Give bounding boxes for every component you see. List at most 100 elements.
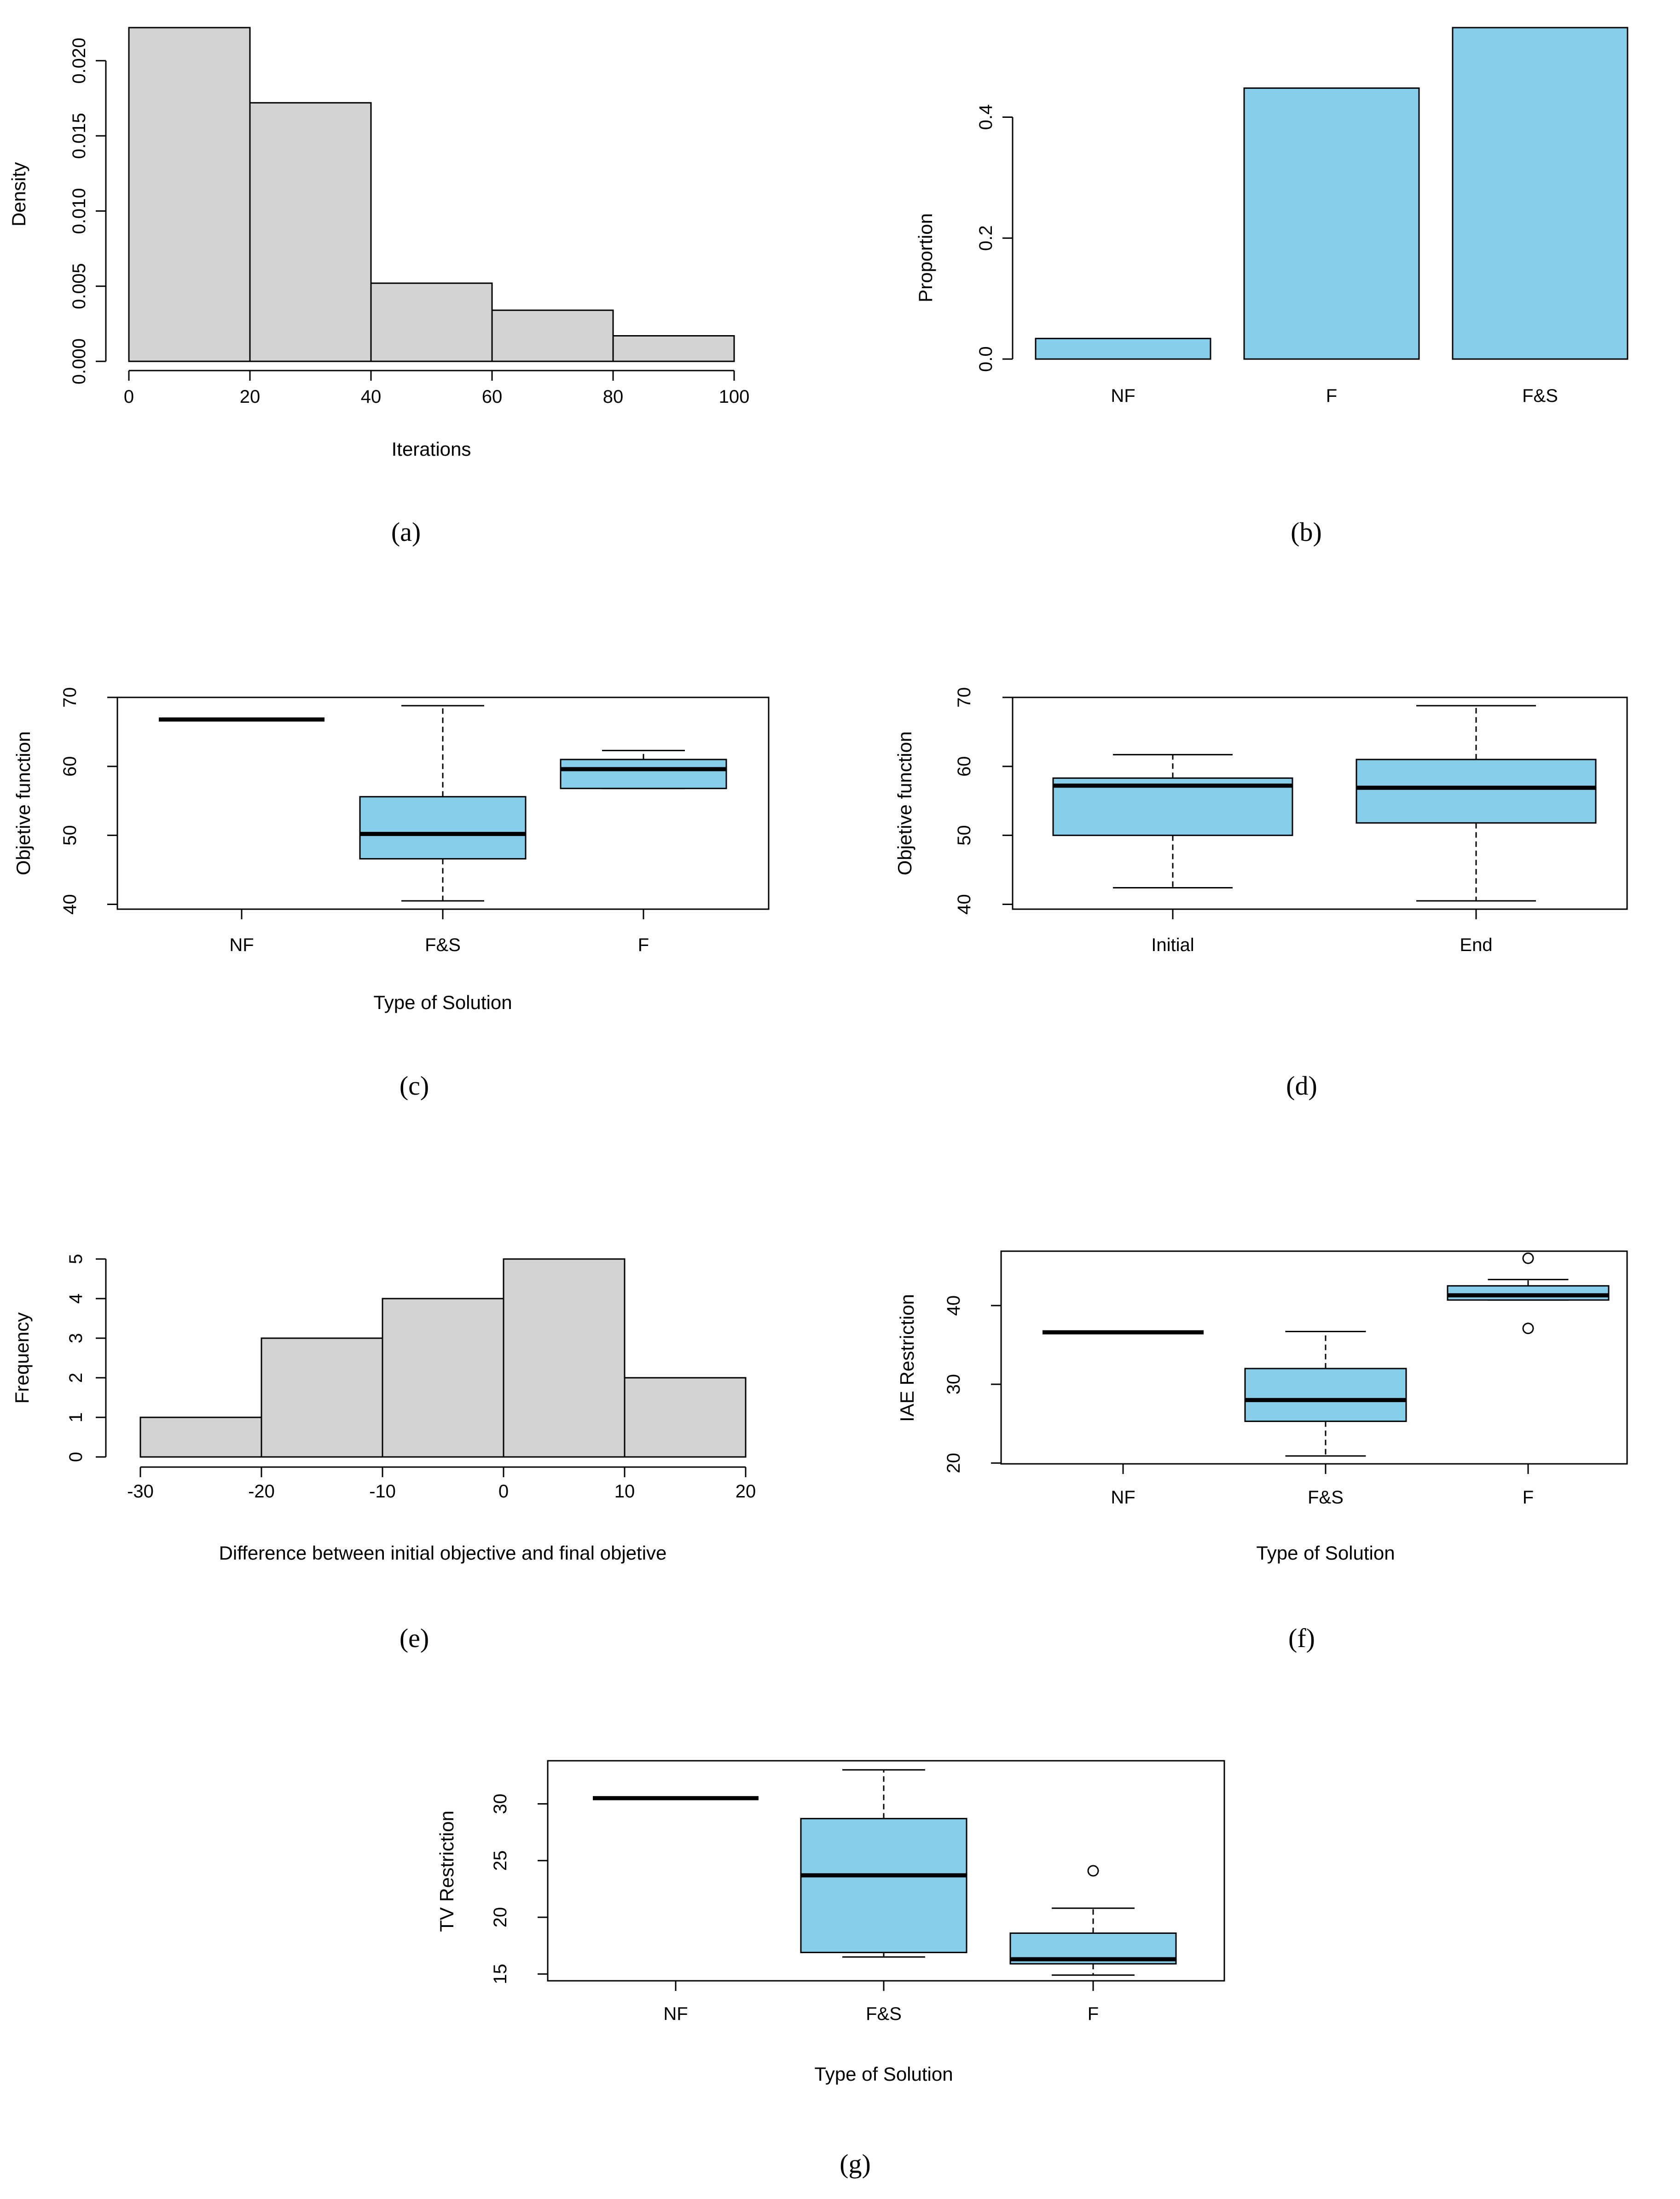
y-axis-title: Density (8, 162, 29, 226)
panel-label: (e) (400, 1623, 429, 1653)
plot-frame (1000, 1250, 1628, 1465)
category-label: NF (229, 935, 254, 955)
x-tick-label: 60 (482, 387, 503, 407)
y-tick-label: 0.000 (69, 338, 89, 384)
box (359, 796, 527, 860)
x-tick-label: 80 (603, 387, 624, 407)
x-tick-label: -10 (369, 1481, 396, 1502)
y-axis-title: IAE Restriction (896, 1294, 918, 1422)
histogram-bar (249, 102, 372, 362)
box (1244, 1368, 1407, 1422)
y-tick-label: 40 (944, 1295, 964, 1316)
y-tick-label: 1 (66, 1412, 86, 1422)
panel-c: 40 50 60 70 NF F&S F Type of Solution Objetive f… (12, 687, 770, 1101)
y-tick-label: 5 (66, 1254, 86, 1264)
y-tick-label: 70 (60, 687, 80, 708)
y-tick-label: 15 (490, 1964, 510, 1984)
category-label: Initial (1151, 935, 1194, 955)
panel-b: 0.0 0.2 0.4 NF F F&S Proportion (b) (915, 27, 1628, 547)
category-label: NF (1111, 1487, 1135, 1508)
y-tick-label: 2 (66, 1373, 86, 1383)
bar (1243, 87, 1420, 360)
y-axis-title: TV Restriction (436, 1810, 458, 1932)
bar (1035, 337, 1211, 360)
panel-label: (d) (1286, 1071, 1317, 1101)
histogram-bar (503, 1258, 626, 1458)
panel-a: 0.000 0.005 0.010 0.015 0.020 0 20 40 60 80 100 Ite… (8, 27, 749, 547)
y-tick-label: 0 (66, 1452, 86, 1462)
category-label: F (638, 935, 649, 955)
histogram-bar (382, 1298, 504, 1458)
category-label: F (1523, 1487, 1534, 1508)
category-label: F&S (425, 935, 461, 955)
x-axis-title: Type of Solution (814, 2063, 953, 2085)
x-tick-label: 20 (736, 1481, 756, 1502)
outlier-point (1087, 1865, 1099, 1877)
y-tick-label: 0.4 (976, 104, 996, 130)
panel-d: 40 50 60 70 Initial End Objetive function (d) (894, 687, 1628, 1101)
y-tick-label: 4 (66, 1294, 86, 1304)
category-label: F&S (866, 2004, 902, 2024)
box (1447, 1285, 1610, 1301)
y-axis-title: Objetive function (12, 731, 34, 876)
y-tick-label: 20 (490, 1907, 510, 1928)
y-axis-title: Proportion (915, 213, 936, 302)
panel-label: (c) (400, 1071, 429, 1101)
category-label: End (1460, 935, 1492, 955)
y-tick-label: 40 (954, 894, 974, 915)
y-tick-label: 0.015 (69, 113, 89, 159)
histogram-bar (128, 27, 251, 362)
category-label: F (1326, 386, 1337, 406)
panel-label: (f) (1288, 1623, 1315, 1653)
y-tick-label: 30 (944, 1374, 964, 1395)
y-tick-label: 25 (490, 1851, 510, 1871)
histogram-bar (624, 1377, 747, 1458)
y-tick-label: 50 (954, 825, 974, 846)
category-label: F&S (1522, 386, 1558, 406)
x-tick-label: 20 (240, 387, 261, 407)
y-tick-label: 0.020 (69, 38, 89, 84)
histogram-bar (491, 309, 614, 362)
box (1356, 759, 1597, 824)
x-tick-label: 0 (124, 387, 134, 407)
x-tick-label: 0 (498, 1481, 509, 1502)
outlier-point (1522, 1323, 1534, 1334)
x-axis-title: Iterations (392, 438, 471, 460)
panel-e: 0 1 2 3 4 5 -30 -20 -10 0 10 20 Difference between i… (11, 1254, 756, 1653)
category-label: F (1088, 2004, 1099, 2024)
panel-label: (g) (840, 2149, 871, 2179)
x-axis-title: Type of Solution (373, 992, 512, 1013)
x-tick-label: -30 (127, 1481, 154, 1502)
histogram-bar (139, 1416, 262, 1458)
y-axis-title: Frequency (11, 1312, 33, 1404)
y-tick-label: 70 (954, 687, 974, 708)
y-tick-label: 30 (490, 1793, 510, 1814)
panel-label: (a) (391, 517, 421, 547)
y-tick-label: 60 (60, 756, 80, 777)
y-tick-label: 0.2 (976, 225, 996, 251)
x-axis-title: Difference between initial objective and… (219, 1542, 667, 1564)
y-tick-label: 50 (60, 825, 80, 846)
panel-f: 20 30 40 NF F&S F Type of Solution IAE Restrict… (896, 1250, 1628, 1653)
x-tick-label: 10 (614, 1481, 635, 1502)
y-tick-label: 0.005 (69, 263, 89, 309)
y-tick-label: 40 (60, 894, 80, 915)
panel-label: (b) (1291, 517, 1322, 547)
y-tick-label: 60 (954, 756, 974, 777)
panel-g: 15 20 25 30 NF F&S F Type of Solution TV Restric… (436, 1760, 1225, 2179)
box (560, 759, 727, 789)
x-axis-title: Type of Solution (1256, 1542, 1395, 1564)
bar (1452, 27, 1628, 360)
x-tick-label: 40 (361, 387, 382, 407)
y-tick-label: 0.010 (69, 188, 89, 234)
y-tick-label: 20 (944, 1453, 964, 1474)
histogram-bar (612, 335, 735, 362)
y-tick-label: 0.0 (976, 346, 996, 372)
y-axis-title: Objetive function (894, 731, 915, 876)
box (800, 1818, 967, 1953)
y-tick-label: 3 (66, 1333, 86, 1343)
outlier-point (1522, 1252, 1534, 1264)
x-tick-label: -20 (248, 1481, 275, 1502)
category-label: NF (663, 2004, 688, 2024)
histogram-bar (261, 1337, 383, 1458)
